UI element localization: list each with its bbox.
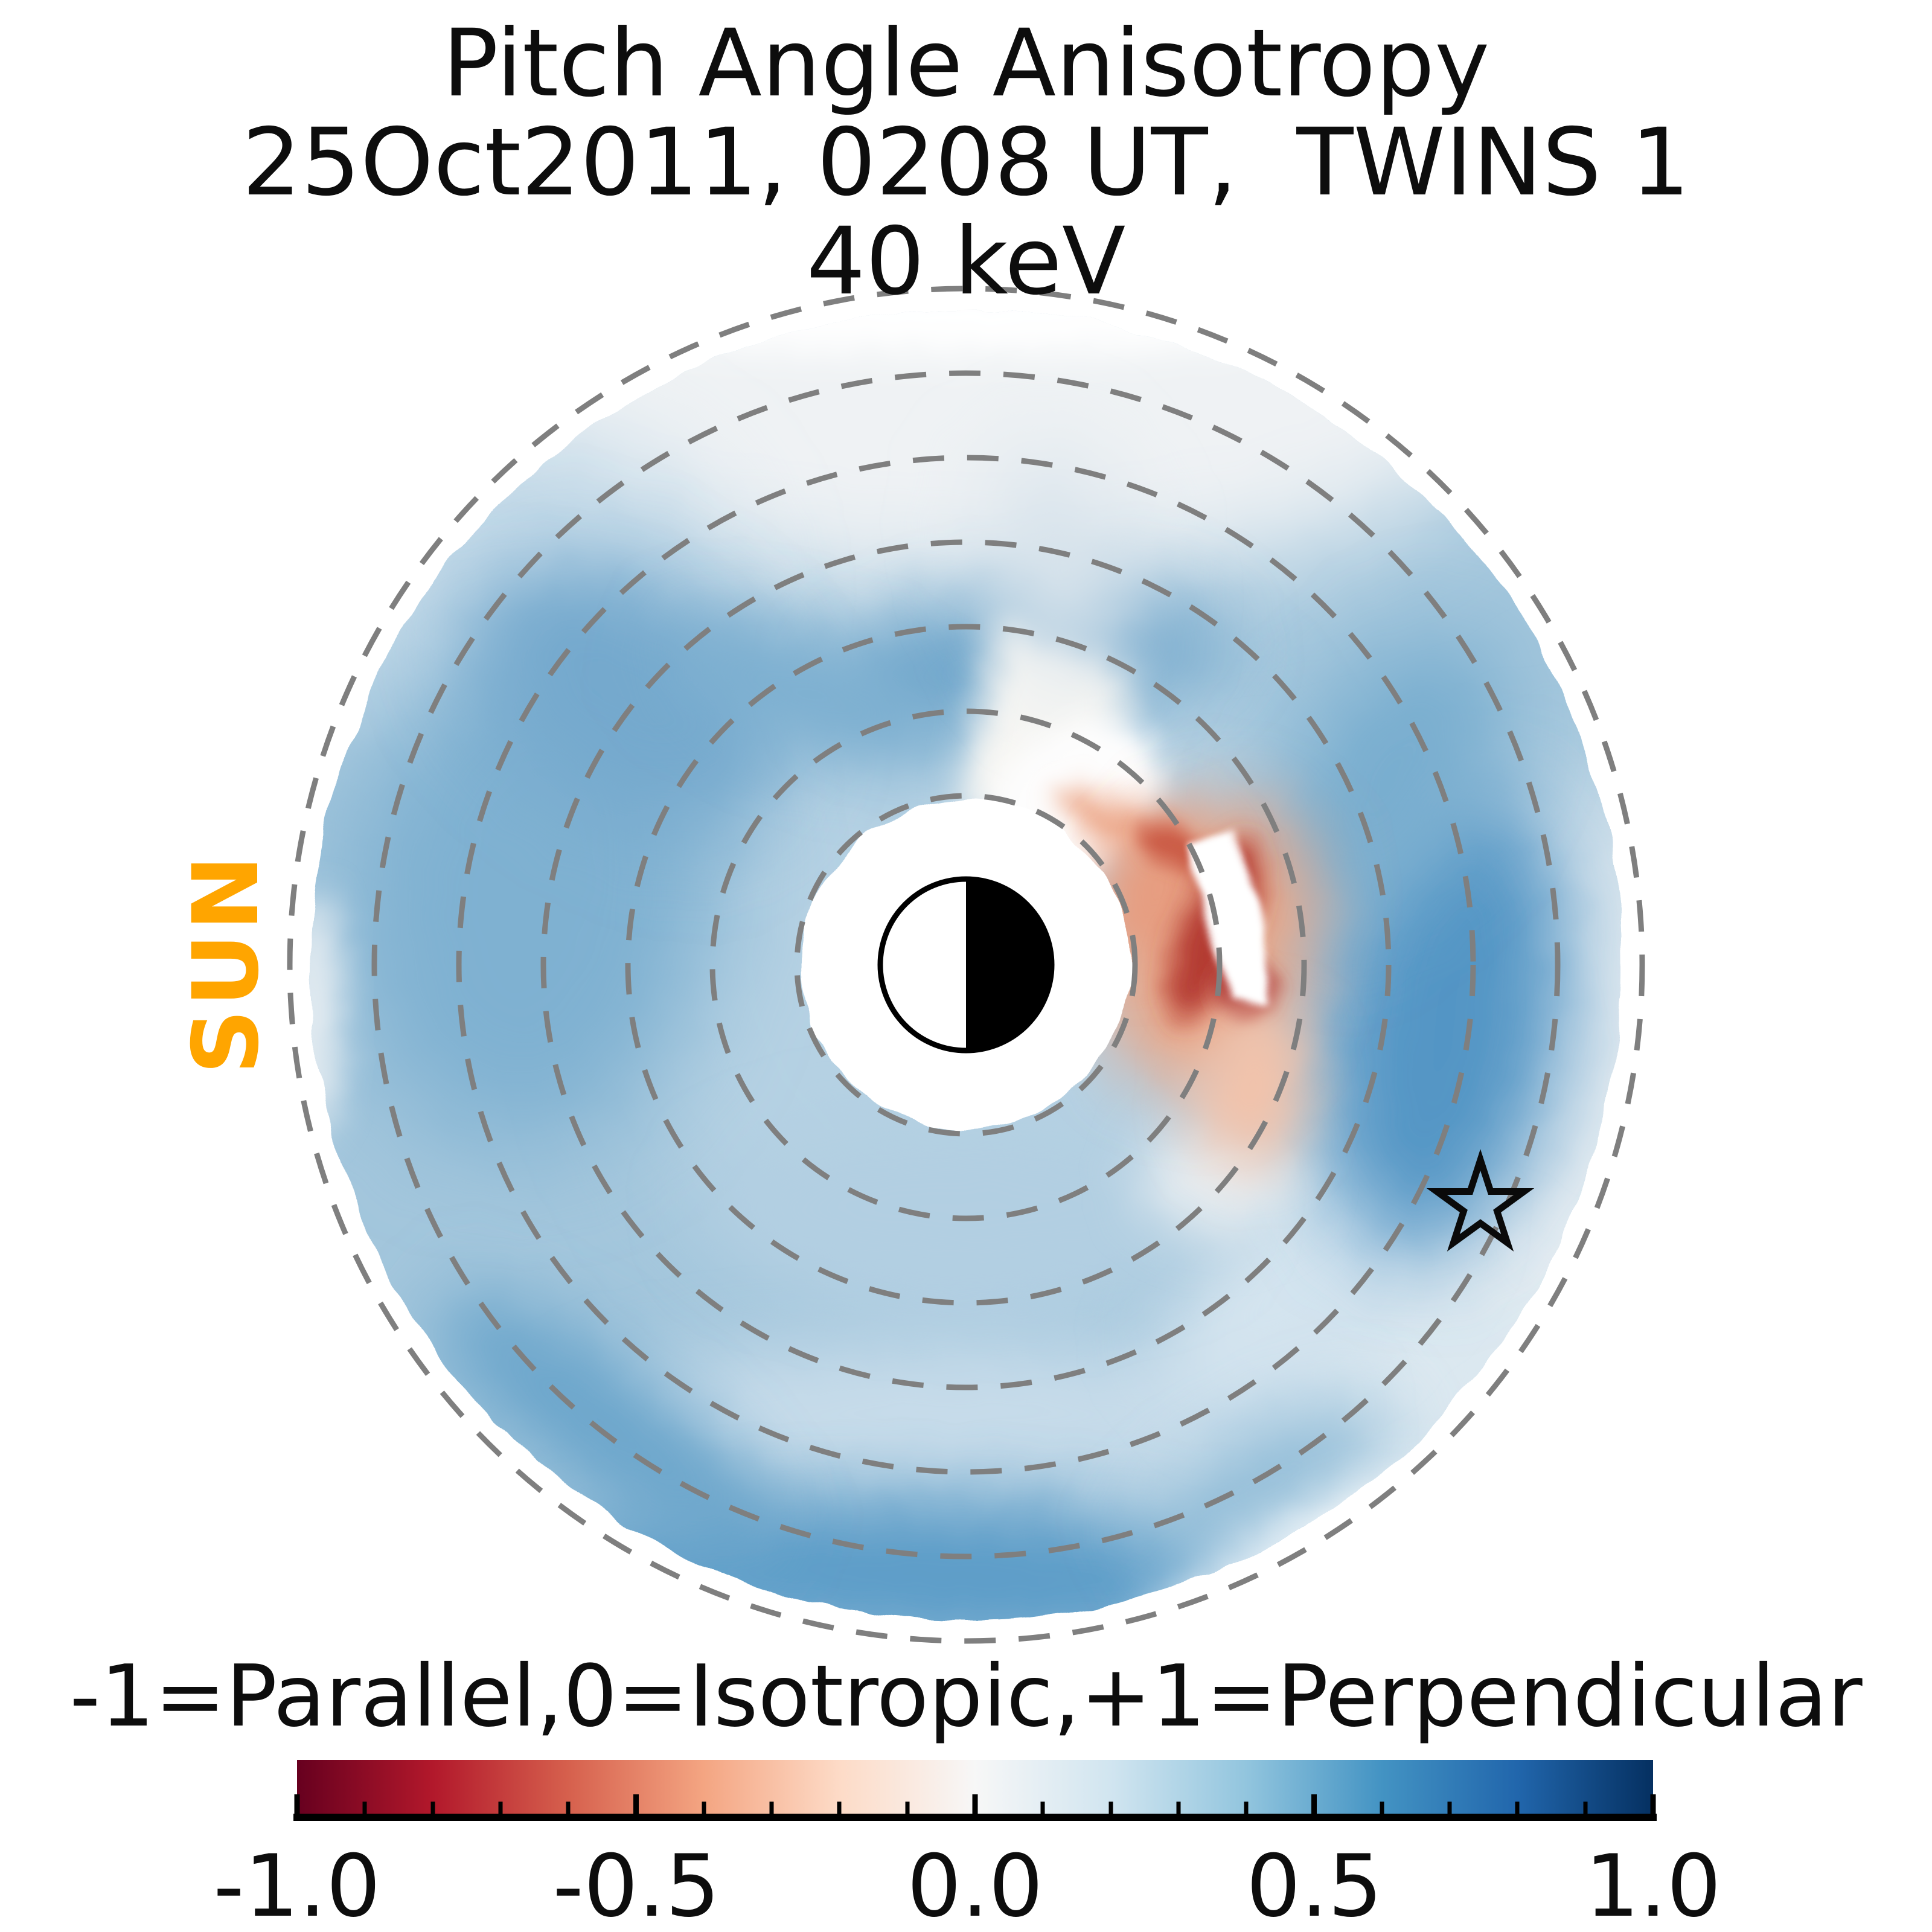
- colorbar-minor-ticks: [362, 1802, 1588, 1816]
- colorbar-tick-label: 0.5: [1246, 1837, 1383, 1932]
- l-shell-ring: [540, 539, 1392, 1390]
- figure-title: Pitch Angle Anisotropy 25Oct2011, 0208 U…: [0, 14, 1932, 312]
- l-shell-ring: [456, 455, 1476, 1475]
- star-marker: [1426, 1149, 1535, 1252]
- earth-symbol: [877, 876, 1055, 1054]
- l-shell-ring: [371, 370, 1561, 1559]
- colorbar-tick-label: -0.5: [552, 1837, 720, 1932]
- colorbar: [293, 1760, 1657, 1821]
- colorbar-tick-label: -1.0: [213, 1837, 381, 1932]
- colorbar-major-ticks: [294, 1794, 1656, 1816]
- colorbar-label: -1=Parallel,0=Isotropic,+1=Perpendicular: [69, 1647, 1863, 1746]
- l-shell-ring: [709, 708, 1223, 1221]
- colorbar-tick-label: 0.0: [907, 1837, 1043, 1932]
- title-line-3: 40 keV: [806, 208, 1126, 316]
- l-shell-ring: [794, 793, 1138, 1137]
- grid-rings: [287, 286, 1645, 1644]
- l-shell-ring: [287, 286, 1645, 1644]
- l-shell-ring: [625, 624, 1307, 1306]
- anisotropy-field: [310, 309, 1622, 1620]
- sun-direction-label: SUN: [174, 852, 279, 1075]
- title-line-2: 25Oct2011, 0208 UT, TWINS 1: [242, 109, 1690, 217]
- earth-nightside: [966, 879, 1052, 1051]
- title-line-1: Pitch Angle Anisotropy: [442, 10, 1490, 118]
- colorbar-tick-label: 1.0: [1585, 1837, 1721, 1932]
- masked-sliver: [1187, 828, 1270, 1005]
